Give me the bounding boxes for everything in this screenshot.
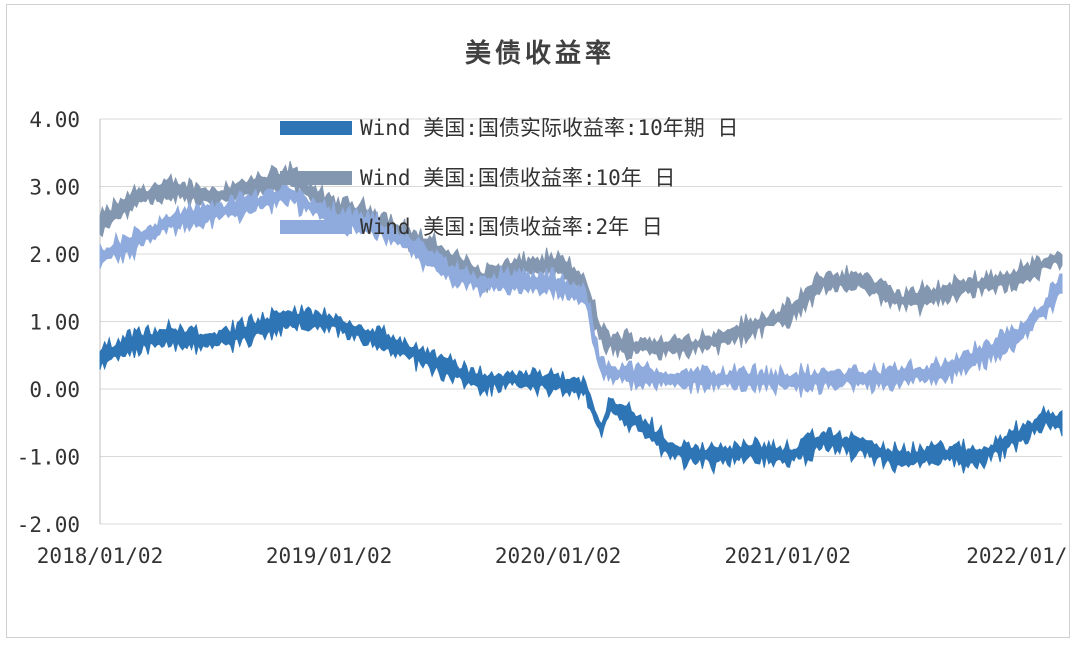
chart-title: 美债收益率 bbox=[465, 38, 615, 69]
y-tick-label: 0.00 bbox=[29, 378, 80, 402]
y-tick-label: 4.00 bbox=[29, 108, 80, 132]
x-axis: 2018/01/02 2019/01/02 2020/01/02 2021/01/02… bbox=[37, 544, 1068, 568]
series-0-area bbox=[99, 304, 1063, 475]
legend-swatch-1 bbox=[280, 171, 352, 185]
y-tick-label: -1.00 bbox=[17, 446, 80, 470]
x-tick-label: 2022/01/ bbox=[966, 544, 1067, 568]
y-tick-label: 3.00 bbox=[29, 176, 80, 200]
legend-label-2: Wind 美国:国债收益率:2年 日 bbox=[360, 215, 663, 239]
y-tick-label: 2.00 bbox=[29, 243, 80, 267]
series-layer bbox=[99, 161, 1063, 475]
x-tick-label: 2019/01/02 bbox=[266, 544, 392, 568]
y-tick-label: -2.00 bbox=[17, 513, 80, 537]
legend-swatch-0 bbox=[280, 121, 352, 135]
x-tick-label: 2018/01/02 bbox=[37, 544, 163, 568]
x-tick-label: 2020/01/02 bbox=[495, 544, 621, 568]
legend-label-0: Wind 美国:国债实际收益率:10年期 日 bbox=[360, 116, 738, 140]
legend-label-1: Wind 美国:国债收益率:10年 日 bbox=[360, 166, 675, 190]
series-2-area bbox=[99, 181, 1063, 398]
x-tick-label: 2021/01/02 bbox=[725, 544, 851, 568]
y-tick-label: 1.00 bbox=[29, 311, 80, 335]
y-axis: 4.00 3.00 2.00 1.00 0.00 -1.00 -2.00 bbox=[17, 108, 101, 537]
legend: Wind 美国:国债实际收益率:10年期 日 Wind 美国:国债收益率:10年 … bbox=[280, 116, 738, 239]
legend-swatch-2 bbox=[280, 220, 352, 234]
